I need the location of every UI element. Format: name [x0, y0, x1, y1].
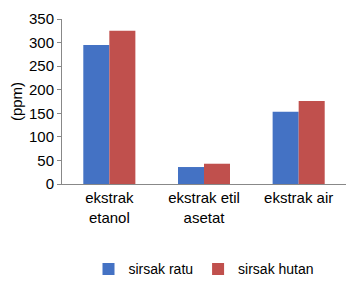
- svg-text:200: 200: [29, 81, 54, 98]
- svg-text:ekstrak air: ekstrak air: [264, 189, 333, 206]
- svg-text:250: 250: [29, 57, 54, 74]
- svg-text:ekstrak etilasetat: ekstrak etilasetat: [168, 189, 240, 226]
- svg-text:0: 0: [46, 175, 54, 192]
- svg-text:sirsak hutan: sirsak hutan: [238, 261, 313, 277]
- svg-text:ekstraketanol: ekstraketanol: [85, 189, 134, 226]
- svg-text:50: 50: [37, 152, 54, 169]
- svg-text:350: 350: [29, 10, 54, 27]
- svg-text:150: 150: [29, 105, 54, 122]
- svg-text:sirsak ratu: sirsak ratu: [129, 261, 194, 277]
- svg-text:300: 300: [29, 34, 54, 51]
- svg-text:(ppm): (ppm): [8, 82, 25, 121]
- svg-text:100: 100: [29, 128, 54, 145]
